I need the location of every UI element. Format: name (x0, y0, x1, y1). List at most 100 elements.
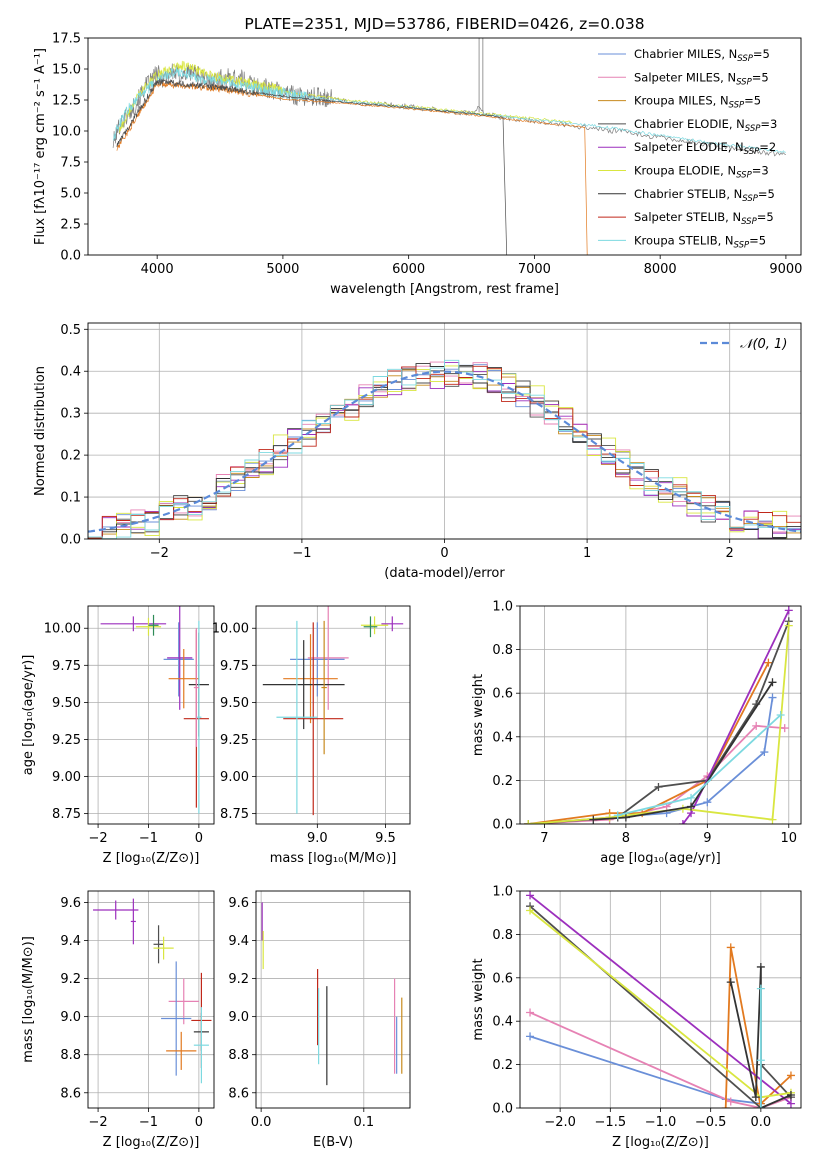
y-tick-label: 8.75 (220, 807, 249, 822)
y-ticks: 8.6 8.8 9.0 9.2 9.4 9.6 (60, 896, 88, 1101)
weight-marker (703, 798, 712, 807)
y-tick-label: 0.2 (60, 449, 81, 464)
y-tick-label: 15.0 (52, 63, 81, 78)
x-tick-label: 0 (195, 831, 203, 846)
x-axis-label: Z [log₁₀(Z/Z⊙)] (103, 1135, 200, 1150)
age-vs-metallicity-panel: −2 −1 0 8.75 9.00 9.25 9.50 9.75 10.00 Z [log₁₀(Z… (21, 605, 215, 866)
y-tick-label: 7.5 (60, 156, 81, 171)
legend-label-tail: =5 (744, 94, 761, 108)
legend-label: Kroupa ELODIE, NSSP=3 (634, 164, 769, 181)
legend-label: Salpeter ELODIE, NSSP=2 (634, 140, 776, 157)
y-tick-label: 8.6 (228, 1086, 249, 1101)
axes-frame (87, 890, 215, 1109)
weight-marker (678, 820, 687, 824)
weight-marker (780, 724, 789, 733)
legend-item: Kroupa ELODIE, NSSP=3 (598, 164, 769, 181)
legend-label-tail: =3 (752, 164, 769, 178)
spectrum-series (112, 67, 786, 154)
y-ticks: 8.6 8.8 9.0 9.2 9.4 9.6 (228, 896, 256, 1101)
x-tick-label: 0.0 (251, 1115, 272, 1130)
error-bar-point (148, 614, 159, 636)
x-ticks: −2 −1 0 1 2 (150, 539, 734, 561)
weight-marker (589, 815, 598, 824)
weight-marker (526, 906, 535, 915)
weight-marker (756, 1056, 765, 1065)
weight-marker (786, 1071, 795, 1080)
error-bar-point (153, 925, 164, 964)
legend-label-sub: SSP (737, 54, 753, 64)
error-bar-point (262, 640, 345, 730)
error-bar-point (193, 628, 199, 747)
error-bar-point (163, 622, 194, 697)
y-tick-label: 9.00 (52, 770, 81, 785)
x-ticks: 7 8 9 10 (540, 824, 797, 846)
y-tick-label: 0.0 (60, 533, 81, 548)
spectrum-panel: 4000 5000 6000 7000 8000 9000 0.0 2.5 5.0 7.5 10.0… (33, 15, 802, 297)
error-bar-point (168, 978, 199, 1025)
y-axis-label: Flux [fλ10⁻¹⁷ erg cm⁻² s⁻¹ A⁻¹] (33, 48, 48, 245)
x-axis-label: (data-model)/error (384, 566, 505, 581)
weight-marker (784, 621, 793, 630)
weight-line (593, 681, 774, 821)
legend-label-sub: SSP (744, 147, 760, 157)
legend-label: 𝒩(0, 1) (740, 337, 787, 352)
y-axis-label: Normed distribution (33, 366, 48, 496)
legend-item: Kroupa STELIB, NSSP=5 (598, 233, 766, 250)
legend-label-tail: =5 (758, 187, 775, 201)
error-bar-point (321, 620, 327, 755)
y-tick-label: 10.0 (52, 125, 81, 140)
error-bar-point (193, 1007, 209, 1084)
weight-series (589, 678, 777, 824)
y-tick-label: 9.25 (220, 733, 249, 748)
weight-marker (524, 820, 533, 824)
legend-item: Chabrier STELIB, NSSP=5 (598, 187, 775, 204)
x-tick-label: 0 (195, 1115, 203, 1130)
x-axis-label: Z [log₁₀(Z/Z⊙)] (103, 851, 200, 866)
mass-weight-vs-age-panel: 7 8 9 10 0.0 0.2 0.4 0.6 0.8 1.0 age [log₁₀(age/yr… (471, 600, 802, 866)
y-tick-label: 0.4 (492, 730, 513, 745)
x-tick-label: 7000 (518, 262, 551, 277)
x-tick-label: −1.5 (595, 1115, 627, 1130)
weight-marker (764, 658, 773, 667)
legend-item: Kroupa MILES, NSSP=5 (598, 94, 761, 111)
legend-label-tail: =5 (749, 233, 766, 247)
legend-label: Chabrier STELIB, NSSP=5 (634, 187, 775, 204)
plot-area (524, 606, 793, 824)
age-vs-mass-panel: 9.0 9.5 8.75 9.00 9.25 9.50 9.75 10.00 mass [log… (212, 605, 411, 866)
grid (88, 891, 214, 1108)
axes-frame (255, 605, 411, 825)
weight-marker (751, 1093, 760, 1102)
legend-label-tail: =5 (757, 210, 774, 224)
x-tick-label: 9.0 (307, 831, 328, 846)
chart-title: PLATE=2351, MJD=53786, FIBERID=0426, z=0… (244, 15, 644, 33)
weight-marker (756, 984, 765, 993)
legend-label-main: Salpeter ELODIE, N (634, 140, 744, 154)
legend-label-main: Chabrier STELIB, N (634, 187, 742, 201)
spectrum-series (116, 81, 588, 255)
legend-item: Chabrier MILES, NSSP=5 (598, 47, 770, 64)
weight-series (678, 606, 793, 824)
weight-series (613, 711, 785, 820)
legend-label: Chabrier ELODIE, NSSP=3 (634, 117, 777, 134)
x-tick-label: −2 (150, 546, 169, 561)
error-bar-point (363, 616, 378, 638)
y-axis-label: mass weight (471, 958, 486, 1040)
x-tick-label: −1 (139, 1115, 158, 1130)
legend-label-main: Kroupa STELIB, N (634, 233, 734, 247)
weight-series (524, 621, 793, 824)
y-tick-label: 0.4 (492, 1015, 513, 1030)
histogram-series (88, 359, 801, 539)
y-tick-label: 5.0 (60, 187, 81, 202)
x-tick-label: 7 (540, 831, 548, 846)
y-tick-label: 1.0 (492, 600, 513, 615)
legend-label: Salpeter MILES, NSSP=5 (634, 70, 769, 87)
weight-marker (721, 1104, 730, 1108)
legend-label-sub: SSP (741, 217, 757, 227)
y-tick-label: 9.4 (60, 934, 81, 949)
x-ticks: 9.0 9.5 (307, 824, 396, 846)
error-bar-point (167, 606, 193, 710)
weight-series (524, 658, 773, 824)
y-tick-label: 9.6 (60, 896, 81, 911)
x-tick-label: −1.0 (645, 1115, 677, 1130)
legend-label-main: Salpeter STELIB, N (634, 210, 741, 224)
